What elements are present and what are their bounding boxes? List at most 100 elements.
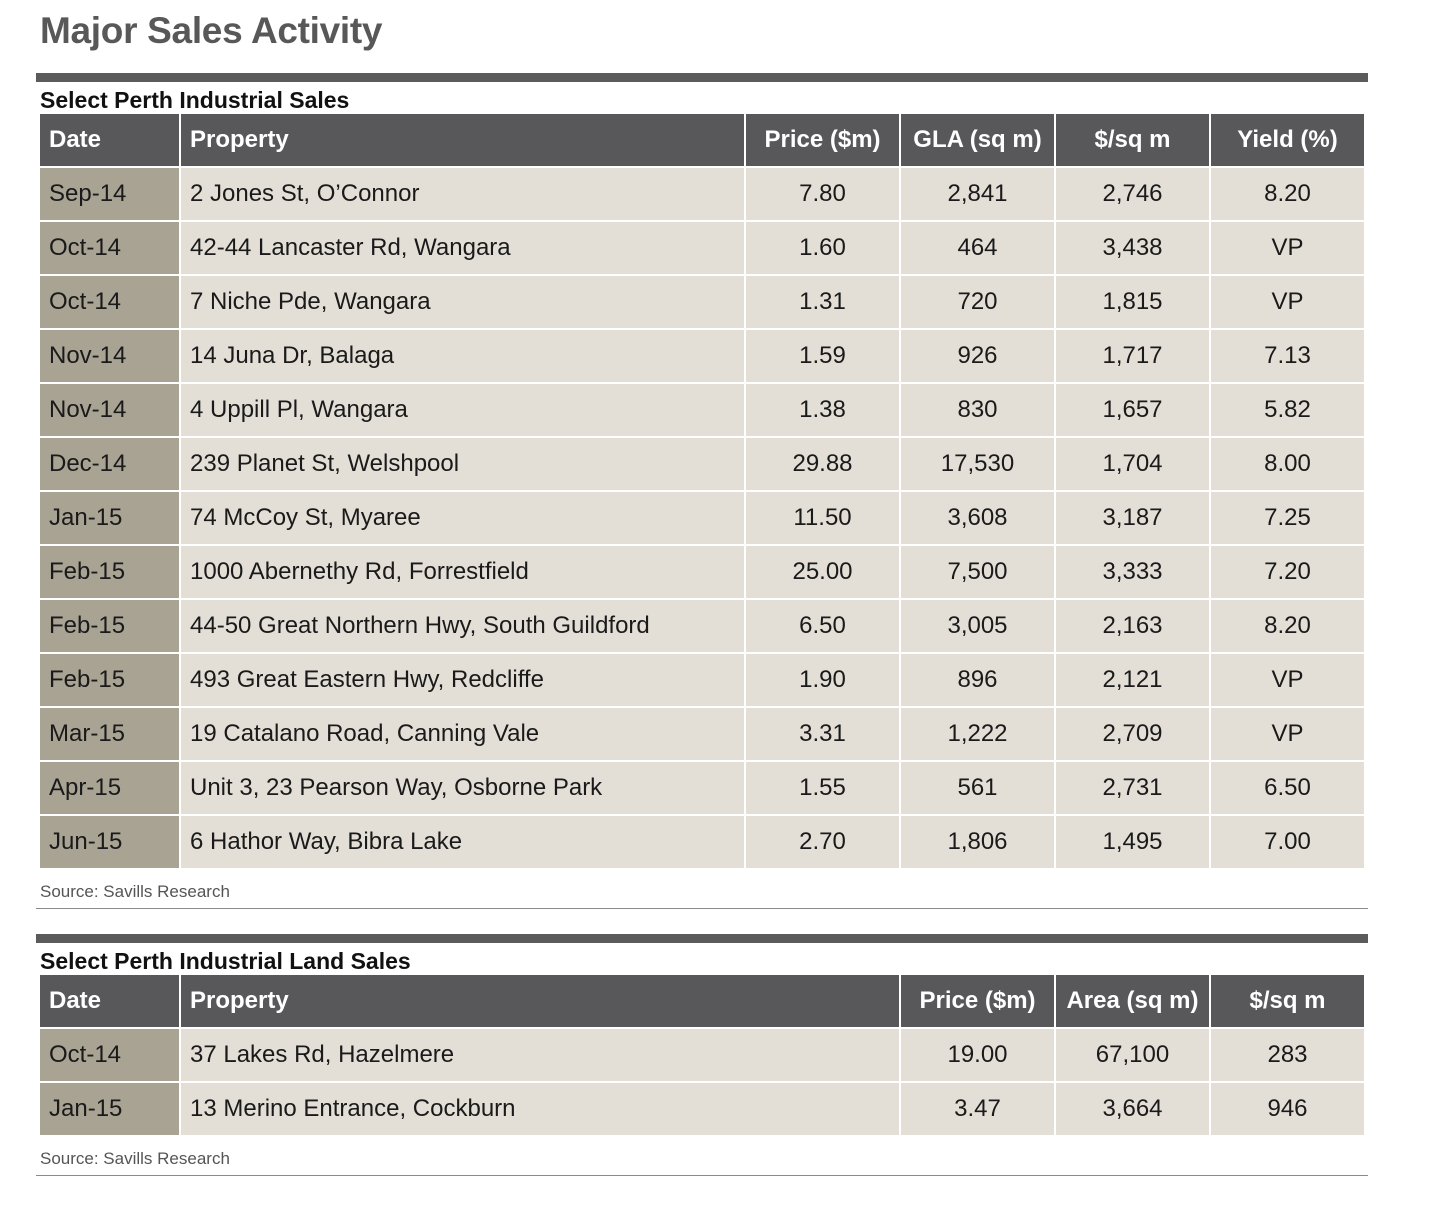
property-cell: 239 Planet St, Welshpool <box>180 437 746 492</box>
table-row: Jan-15 13 Merino Entrance, Cockburn 3.47 3,… <box>40 1082 1364 1137</box>
table-header-row: Date Property Price ($m) GLA (sq m) $/sq… <box>40 114 1364 168</box>
price-per-sqm-cell: 1,815 <box>1055 275 1211 330</box>
price-cell: 11.50 <box>745 491 901 546</box>
column-header-area: Area (sq m) <box>1055 975 1211 1029</box>
property-cell: 44-50 Great Northern Hwy, South Guildfor… <box>180 599 746 654</box>
date-cell: Nov-14 <box>40 383 181 438</box>
area-cell: 67,100 <box>1055 1028 1211 1083</box>
price-cell: 1.31 <box>745 275 901 330</box>
yield-cell: 8.20 <box>1210 599 1364 654</box>
yield-cell: VP <box>1210 653 1364 708</box>
price-per-sqm-cell: 3,438 <box>1055 221 1211 276</box>
page-title: Major Sales Activity <box>40 10 383 51</box>
price-cell: 1.90 <box>745 653 901 708</box>
price-per-sqm-cell: 3,333 <box>1055 545 1211 600</box>
price-cell: 1.38 <box>745 383 901 438</box>
column-header-yield: Yield (%) <box>1210 114 1364 168</box>
date-cell: Oct-14 <box>40 1028 181 1083</box>
table-row: Oct-14 7 Niche Pde, Wangara 1.31 720 1,815 VP <box>40 275 1364 330</box>
land-sales-body: Oct-14 37 Lakes Rd, Hazelmere 19.00 67,100 2… <box>40 1028 1364 1137</box>
gla-cell: 896 <box>900 653 1056 708</box>
gla-cell: 3,005 <box>900 599 1056 654</box>
yield-cell: VP <box>1210 275 1364 330</box>
source-note: Source: Savills Research <box>40 1149 230 1168</box>
table-row: Dec-14 239 Planet St, Welshpool 29.88 17,53… <box>40 437 1364 492</box>
industrial-sales-body: Sep-14 2 Jones St, O’Connor 7.80 2,841 2,746… <box>40 167 1364 870</box>
price-cell: 7.80 <box>745 167 901 222</box>
yield-cell: 7.20 <box>1210 545 1364 600</box>
date-cell: Feb-15 <box>40 599 181 654</box>
land-sales-section: Select Perth Industrial Land Sales Date … <box>36 934 1368 1176</box>
property-cell: 2 Jones St, O’Connor <box>180 167 746 222</box>
date-cell: Oct-14 <box>40 221 181 276</box>
price-per-sqm-cell: 1,495 <box>1055 815 1211 870</box>
price-per-sqm-cell: 1,657 <box>1055 383 1211 438</box>
date-cell: Jan-15 <box>40 491 181 546</box>
column-header-date: Date <box>40 114 181 168</box>
gla-cell: 926 <box>900 329 1056 384</box>
date-cell: Oct-14 <box>40 275 181 330</box>
price-per-sqm-cell: 1,704 <box>1055 437 1211 492</box>
property-cell: Unit 3, 23 Pearson Way, Osborne Park <box>180 761 746 816</box>
column-header-gla: GLA (sq m) <box>900 114 1056 168</box>
land-sales-table: Date Property Price ($m) Area (sq m) $/s… <box>40 975 1364 1137</box>
land-sales-title: Select Perth Industrial Land Sales <box>40 948 411 974</box>
column-header-date: Date <box>40 975 181 1029</box>
section-divider-bar <box>36 73 1368 82</box>
source-note: Source: Savills Research <box>40 882 230 901</box>
price-per-sqm-cell: 946 <box>1210 1082 1364 1137</box>
bottom-rule <box>36 908 1368 909</box>
industrial-sales-section: Select Perth Industrial Sales Date Prope… <box>36 73 1368 909</box>
property-cell: 13 Merino Entrance, Cockburn <box>180 1082 901 1137</box>
date-cell: Nov-14 <box>40 329 181 384</box>
date-cell: Jun-15 <box>40 815 181 870</box>
table-row: Sep-14 2 Jones St, O’Connor 7.80 2,841 2,746… <box>40 167 1364 222</box>
gla-cell: 561 <box>900 761 1056 816</box>
price-cell: 29.88 <box>745 437 901 492</box>
date-cell: Apr-15 <box>40 761 181 816</box>
price-per-sqm-cell: 2,121 <box>1055 653 1211 708</box>
price-cell: 1.59 <box>745 329 901 384</box>
gla-cell: 17,530 <box>900 437 1056 492</box>
table-row: Jun-15 6 Hathor Way, Bibra Lake 2.70 1,806 1… <box>40 815 1364 870</box>
price-per-sqm-cell: 2,731 <box>1055 761 1211 816</box>
table-row: Jan-15 74 McCoy St, Myaree 11.50 3,608 3,187… <box>40 491 1364 546</box>
price-per-sqm-cell: 2,746 <box>1055 167 1211 222</box>
gla-cell: 3,608 <box>900 491 1056 546</box>
table-row: Mar-15 19 Catalano Road, Canning Vale 3.31… <box>40 707 1364 762</box>
yield-cell: VP <box>1210 707 1364 762</box>
column-header-price-per-sqm: $/sq m <box>1055 114 1211 168</box>
gla-cell: 7,500 <box>900 545 1056 600</box>
property-cell: 74 McCoy St, Myaree <box>180 491 746 546</box>
table-row: Nov-14 14 Juna Dr, Balaga 1.59 926 1,717 7.13 <box>40 329 1364 384</box>
property-cell: 37 Lakes Rd, Hazelmere <box>180 1028 901 1083</box>
price-cell: 6.50 <box>745 599 901 654</box>
industrial-sales-title: Select Perth Industrial Sales <box>40 87 350 113</box>
column-header-price-per-sqm: $/sq m <box>1210 975 1364 1029</box>
date-cell: Feb-15 <box>40 545 181 600</box>
property-cell: 493 Great Eastern Hwy, Redcliffe <box>180 653 746 708</box>
property-cell: 1000 Abernethy Rd, Forrestfield <box>180 545 746 600</box>
gla-cell: 1,222 <box>900 707 1056 762</box>
property-cell: 42-44 Lancaster Rd, Wangara <box>180 221 746 276</box>
property-cell: 14 Juna Dr, Balaga <box>180 329 746 384</box>
gla-cell: 830 <box>900 383 1056 438</box>
table-row: Nov-14 4 Uppill Pl, Wangara 1.38 830 1,657 5.… <box>40 383 1364 438</box>
column-header-price: Price ($m) <box>900 975 1056 1029</box>
date-cell: Feb-15 <box>40 653 181 708</box>
yield-cell: VP <box>1210 221 1364 276</box>
price-cell: 19.00 <box>900 1028 1056 1083</box>
yield-cell: 8.00 <box>1210 437 1364 492</box>
industrial-sales-table: Date Property Price ($m) GLA (sq m) $/sq… <box>40 114 1364 870</box>
yield-cell: 6.50 <box>1210 761 1364 816</box>
price-cell: 25.00 <box>745 545 901 600</box>
price-cell: 3.47 <box>900 1082 1056 1137</box>
yield-cell: 5.82 <box>1210 383 1364 438</box>
table-row: Apr-15 Unit 3, 23 Pearson Way, Osborne Pa… <box>40 761 1364 816</box>
price-cell: 2.70 <box>745 815 901 870</box>
price-cell: 1.55 <box>745 761 901 816</box>
bottom-rule <box>36 1175 1368 1176</box>
gla-cell: 1,806 <box>900 815 1056 870</box>
table-row: Oct-14 37 Lakes Rd, Hazelmere 19.00 67,100 2… <box>40 1028 1364 1083</box>
property-cell: 19 Catalano Road, Canning Vale <box>180 707 746 762</box>
